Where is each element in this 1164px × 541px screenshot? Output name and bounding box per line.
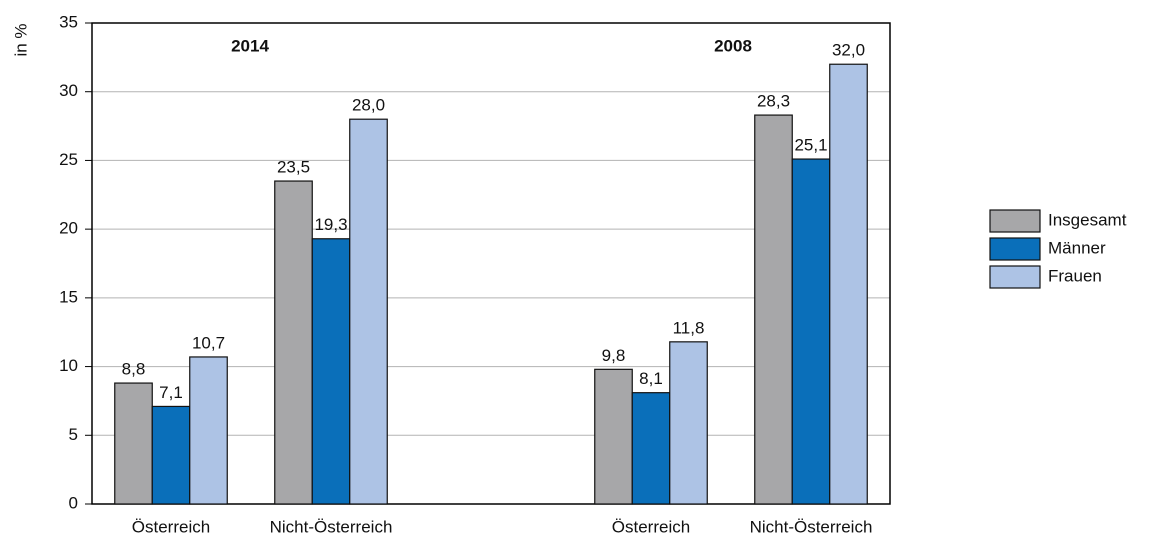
x-tick-label: Nicht-Österreich bbox=[270, 517, 393, 536]
value-label: 8,1 bbox=[639, 369, 663, 388]
bar bbox=[594, 368, 633, 505]
bar bbox=[311, 238, 351, 505]
bar bbox=[754, 114, 793, 505]
value-label: 8,8 bbox=[122, 360, 146, 379]
value-label: 11,8 bbox=[673, 318, 705, 337]
y-tick-label: 25 bbox=[59, 150, 78, 169]
bar bbox=[829, 63, 868, 505]
x-tick-label: Nicht-Österreich bbox=[750, 517, 873, 536]
value-label: 23,5 bbox=[277, 158, 310, 177]
annotation: 2008 bbox=[714, 36, 752, 55]
y-tick-label: 20 bbox=[59, 219, 78, 238]
x-tick-label: Österreich bbox=[132, 517, 210, 536]
bar bbox=[349, 118, 388, 505]
bar bbox=[274, 180, 313, 505]
value-label: 9,8 bbox=[602, 346, 626, 365]
value-label: 25,1 bbox=[794, 136, 827, 155]
bar bbox=[791, 158, 831, 505]
value-label: 19,3 bbox=[314, 215, 347, 234]
legend-label: Frauen bbox=[1048, 266, 1102, 285]
value-label: 10,7 bbox=[192, 333, 225, 352]
bar bbox=[189, 356, 228, 505]
plot-frame bbox=[91, 22, 891, 505]
bar bbox=[669, 341, 708, 505]
legend-swatch bbox=[989, 209, 1041, 233]
x-tick-label: Österreich bbox=[612, 517, 690, 536]
annotation: 2014 bbox=[231, 36, 269, 55]
y-tick-label: 10 bbox=[59, 356, 78, 375]
value-label: 32,0 bbox=[832, 41, 865, 60]
y-tick-label: 30 bbox=[59, 81, 78, 100]
legend-label: Männer bbox=[1048, 238, 1106, 257]
value-label: 28,3 bbox=[757, 92, 790, 111]
y-tick-label: 0 bbox=[69, 493, 78, 512]
bar bbox=[151, 405, 191, 505]
legend-swatch bbox=[989, 237, 1041, 261]
y-tick-label: 35 bbox=[59, 12, 78, 31]
legend-label: Insgesamt bbox=[1048, 210, 1127, 229]
value-label: 7,1 bbox=[159, 383, 183, 402]
bar bbox=[114, 382, 153, 505]
legend-swatch bbox=[989, 265, 1041, 289]
y-axis-label: in % bbox=[11, 23, 30, 56]
y-tick-label: 15 bbox=[59, 287, 78, 306]
value-label: 28,0 bbox=[352, 96, 385, 115]
bar bbox=[631, 392, 671, 505]
y-tick-label: 5 bbox=[69, 425, 78, 444]
